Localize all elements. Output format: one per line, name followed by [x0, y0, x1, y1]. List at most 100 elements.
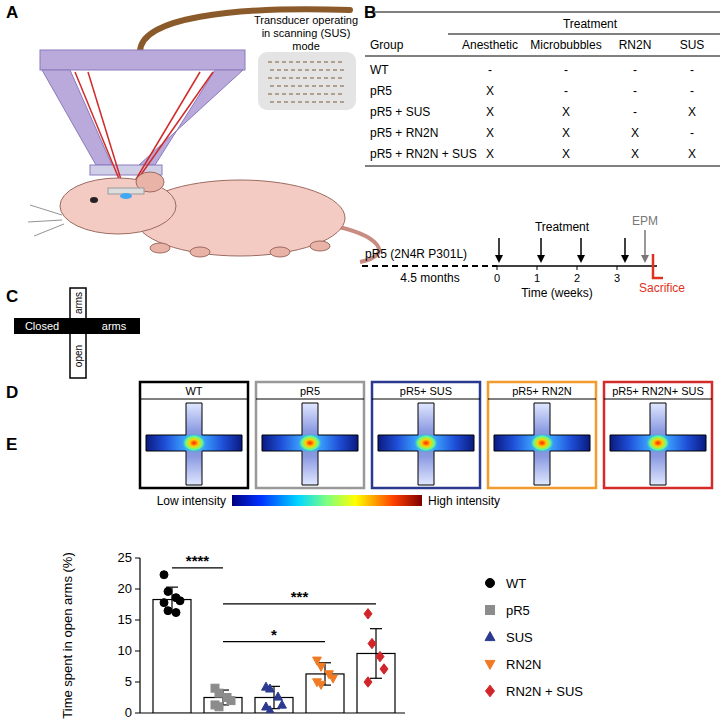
y-tick	[135, 682, 140, 683]
table-cell: pR5	[370, 84, 392, 98]
data-point	[317, 681, 326, 689]
table-cell: -	[690, 63, 694, 77]
data-point	[274, 692, 283, 700]
label: arms	[73, 292, 84, 314]
transducer-top	[40, 50, 245, 70]
transducer-leg	[139, 70, 243, 165]
table-cell: X	[486, 84, 494, 98]
sacrifice-mark	[653, 254, 663, 278]
rat-paw	[270, 247, 290, 257]
label: SUS	[680, 38, 705, 52]
table-cell: -	[488, 63, 492, 77]
treatment-arrow	[624, 238, 626, 259]
caption: Transducer operating in scanning (SUS) m…	[250, 14, 362, 53]
figure-svg: ABTreatmentGroupAnestheticMicrobubblesRN…	[0, 0, 724, 721]
beam	[88, 72, 126, 196]
table-cell: X	[688, 147, 696, 161]
data-point	[364, 677, 372, 687]
data-point	[278, 700, 287, 708]
maze-outline	[146, 403, 242, 485]
heat-center	[181, 433, 207, 453]
table-cell: pR5 + RN2N	[370, 126, 438, 140]
treatment-arrow	[580, 238, 582, 259]
table-cell: X	[486, 147, 494, 161]
maze-outline	[378, 403, 474, 485]
label: pR5+ SUS	[400, 385, 452, 397]
bar	[153, 600, 191, 713]
legend-label: WT	[506, 576, 526, 591]
panel-label: E	[6, 435, 17, 454]
figure: ABTreatmentGroupAnestheticMicrobubblesRN…	[0, 0, 724, 721]
title-rule	[140, 399, 248, 400]
data-point	[380, 664, 388, 674]
data-point	[364, 609, 372, 619]
colorbar	[232, 495, 422, 506]
beam	[126, 72, 213, 196]
tick-label: 15	[118, 612, 132, 627]
closed-arm	[14, 318, 140, 334]
tick-label: 2	[574, 272, 580, 284]
table-cell: -	[564, 84, 568, 98]
label: Anesthetic	[462, 38, 518, 52]
table-cell: X	[562, 105, 570, 119]
legend-entry: pR5	[486, 603, 530, 618]
label: Treatment	[535, 220, 590, 234]
legend-label: SUS	[506, 630, 533, 645]
error-line	[375, 629, 376, 679]
timeline-dashed	[362, 265, 497, 267]
heatmap-frame	[488, 382, 596, 488]
legend-label: RN2N	[506, 657, 541, 672]
heat-center	[413, 433, 439, 453]
table-rule	[365, 12, 720, 13]
tick-label: 5	[125, 674, 132, 689]
table-cell: X	[486, 105, 494, 119]
table-rule	[365, 56, 720, 57]
data-point	[164, 587, 172, 595]
title-rule	[256, 399, 364, 400]
heatmap-panel: pR5+ RN2N+ SUS	[604, 382, 712, 488]
data-point	[176, 597, 184, 605]
rat-paw	[190, 247, 210, 257]
y-tick	[135, 651, 140, 652]
beam	[75, 72, 126, 196]
data-point	[376, 651, 384, 661]
heat-center	[297, 433, 323, 453]
data-point	[160, 599, 168, 607]
table-cell: WT	[370, 63, 389, 77]
panel-a-illustration	[28, 9, 379, 262]
table-cell: X	[562, 147, 570, 161]
data-point	[227, 697, 235, 705]
legend-marker	[485, 660, 495, 669]
treatment-arrow	[540, 238, 542, 259]
data-point	[266, 706, 275, 713]
panel-label: D	[6, 383, 18, 402]
tick-label: 0	[494, 272, 500, 284]
heatmap-panel: pR5+ RN2N	[488, 382, 596, 488]
table-cell: -	[633, 84, 637, 98]
table-cell: X	[631, 147, 639, 161]
panel-label: C	[6, 287, 18, 306]
title-rule	[372, 399, 480, 400]
legend-marker	[486, 606, 495, 615]
label: open	[73, 345, 84, 367]
y-tick	[135, 620, 140, 621]
label: Low intensity	[157, 494, 226, 508]
heat-center	[529, 433, 555, 453]
panel-label: A	[6, 3, 18, 22]
data-point	[329, 675, 338, 683]
maze-outline	[262, 403, 358, 485]
y-tick	[135, 589, 140, 590]
label: EPM	[632, 214, 658, 228]
data-point	[215, 689, 223, 697]
label: arms	[102, 320, 127, 332]
significance-label: *	[271, 626, 277, 643]
legend-entry: SUS	[485, 630, 533, 645]
table-cell: -	[690, 84, 694, 98]
table-cell: pR5 + SUS	[370, 105, 430, 119]
table-cell: X	[631, 126, 639, 140]
label: WT	[185, 385, 202, 397]
y-tick	[135, 713, 140, 714]
label: Time (weeks)	[521, 286, 593, 300]
heatmap-panel: WT	[140, 382, 248, 488]
label: RN2N	[619, 38, 652, 52]
